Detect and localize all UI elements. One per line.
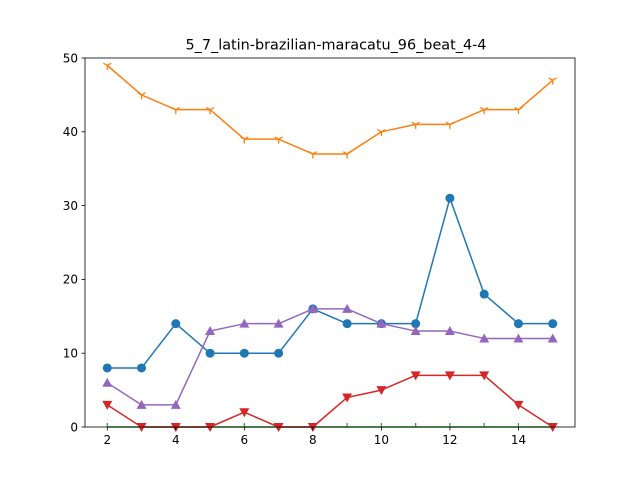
series-4-point-4: [205, 423, 216, 432]
series-2-point-3: [171, 106, 181, 115]
series-5-point-1: [102, 377, 113, 387]
series-1-point-12: [479, 289, 489, 299]
series-2-point-5: [240, 136, 249, 144]
series-2-point-12: [479, 106, 489, 115]
series-5-point-7: [307, 303, 318, 313]
series-5-point-13: [513, 333, 524, 343]
series-4-point-14: [547, 423, 558, 432]
series-2-point-11: [445, 121, 455, 129]
series-1-point-11: [445, 193, 455, 203]
chart-title: 5_7_latin-brazilian-maracatu_96_beat_4-4: [186, 38, 487, 54]
series-4-point-11: [444, 371, 455, 381]
y-tick-label-0: 0: [70, 420, 78, 434]
series-5-point-9: [376, 318, 387, 328]
series-1-point-8: [342, 319, 352, 329]
series-5-point-6: [273, 318, 284, 328]
series-2-point-14: [548, 77, 557, 85]
series-2-point-7: [308, 151, 318, 159]
y-tick-label-40: 40: [63, 125, 78, 139]
series-1-point-5: [239, 348, 249, 358]
series-2-point-4: [205, 106, 215, 115]
x-tick-label-2: 2: [103, 433, 111, 447]
series-2: [103, 62, 557, 159]
axes-frame: [84, 57, 576, 428]
series-4-point-8: [342, 393, 353, 403]
series-1-point-3: [171, 319, 181, 329]
series-5-line: [106, 308, 553, 406]
y-tick-label-30: 30: [63, 199, 78, 213]
series-1-point-13: [513, 319, 523, 329]
series-4-point-5: [239, 408, 250, 418]
series-2-line: [106, 64, 554, 155]
series-2-point-10: [411, 121, 420, 129]
y-tick-label-20: 20: [63, 273, 78, 287]
series-5-point-10: [410, 326, 421, 336]
series-2-point-6: [274, 136, 283, 144]
x-tick-label-6: 6: [241, 433, 249, 447]
series-5-point-11: [444, 326, 455, 336]
x-tick-label-4: 4: [172, 433, 180, 447]
series-2-point-13: [514, 106, 523, 115]
x-tick-label-14: 14: [511, 433, 526, 447]
series-4-point-10: [410, 371, 421, 381]
series-1-line: [107, 197, 553, 369]
series-5-point-3: [170, 399, 181, 409]
series-1-point-14: [548, 319, 558, 329]
series-5-point-14: [547, 333, 558, 343]
series-1-point-1: [102, 363, 112, 373]
series-4-point-2: [136, 423, 147, 432]
y-tick-label-10: 10: [63, 347, 78, 361]
series-4-point-1: [102, 400, 113, 410]
series-4-point-6: [273, 423, 284, 432]
series-5: [102, 303, 558, 409]
x-tick-label-12: 12: [442, 433, 457, 447]
axes-layer: 2 4 6 8 10 12 14 0 10 20 30 40 50: [63, 51, 576, 447]
series-5-point-12: [479, 333, 490, 343]
series-1-point-10: [411, 319, 421, 329]
series-4-point-12: [479, 371, 490, 381]
series-1-point-6: [274, 348, 284, 358]
series-1-point-2: [137, 363, 147, 373]
series-4-point-9: [376, 386, 387, 396]
series-5-point-8: [342, 303, 353, 313]
series-5-point-5: [239, 318, 250, 328]
series-5-point-4: [205, 326, 216, 336]
series-5-point-2: [136, 399, 147, 409]
series-2-point-9: [377, 128, 386, 137]
x-tick-label-8: 8: [309, 433, 317, 447]
series-1-point-4: [205, 348, 215, 358]
y-tick-label-50: 50: [63, 51, 78, 65]
series-2-point-1: [103, 62, 112, 70]
series-2-point-8: [342, 151, 352, 159]
x-tick-label-10: 10: [374, 433, 389, 447]
series-2-point-2: [137, 92, 146, 100]
series-4-point-13: [513, 400, 524, 410]
